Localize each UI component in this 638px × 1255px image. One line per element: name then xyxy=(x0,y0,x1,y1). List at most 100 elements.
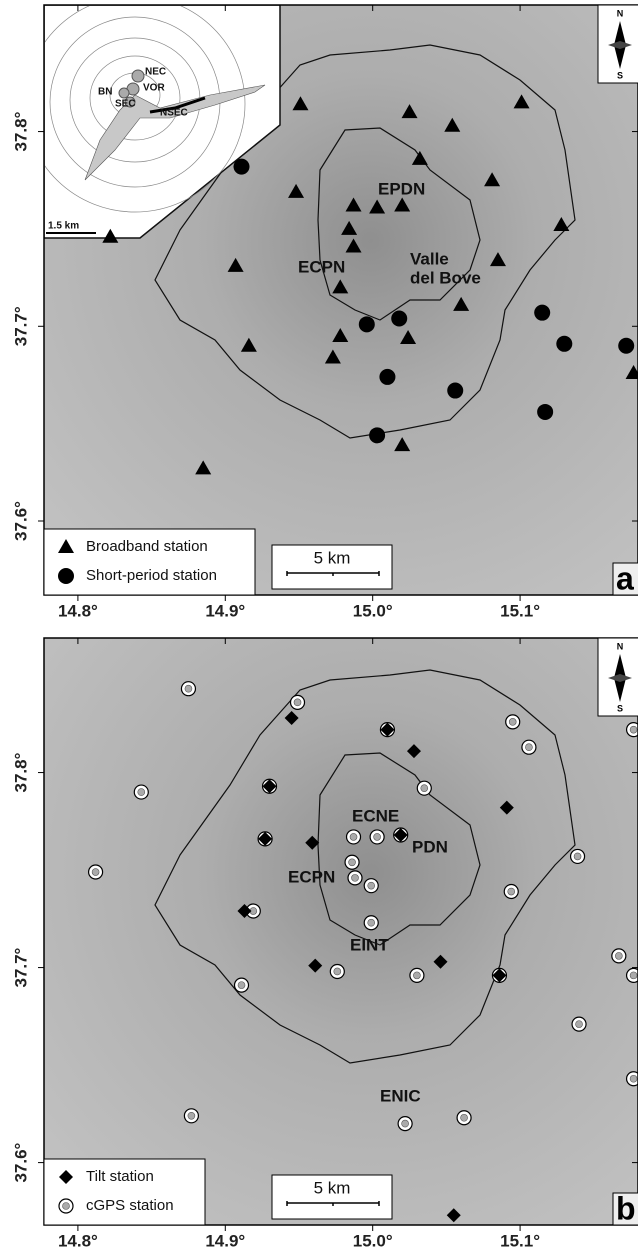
legend-label: cGPS station xyxy=(86,1197,174,1214)
relief xyxy=(44,638,638,1225)
inset-label: NEC xyxy=(145,67,166,78)
station-triangle xyxy=(102,228,119,243)
y-tick-label: 37.8° xyxy=(11,111,30,151)
place-label: ECPN xyxy=(298,257,345,276)
place-label: ECNE xyxy=(352,806,399,825)
station-diamond xyxy=(380,722,395,737)
station-diamond xyxy=(446,1208,461,1223)
station-gps xyxy=(245,903,261,919)
triangle xyxy=(513,94,530,109)
park-boundary xyxy=(154,669,576,1064)
place-label: EPDN xyxy=(378,179,425,198)
triangle xyxy=(240,337,257,352)
panel-b-map xyxy=(44,638,638,1225)
y-tick-label: 37.7° xyxy=(11,947,30,987)
station-gps xyxy=(369,829,385,845)
core xyxy=(629,725,638,734)
station-triangle xyxy=(489,252,506,267)
dot xyxy=(379,368,396,385)
station-gps xyxy=(347,870,363,886)
station-diamond xyxy=(406,744,421,759)
legend-label: Short-period station xyxy=(86,567,217,584)
core xyxy=(137,788,146,796)
triangle xyxy=(369,199,386,214)
summit-boundary xyxy=(317,752,481,946)
core xyxy=(629,971,638,980)
station-gps xyxy=(397,1115,413,1132)
station-gps xyxy=(571,1016,587,1032)
station-diamond xyxy=(433,954,448,969)
station-gps xyxy=(625,722,638,738)
diamond xyxy=(284,710,299,725)
dot xyxy=(369,427,386,444)
diamond xyxy=(433,954,448,969)
scale-box xyxy=(271,544,393,590)
frame xyxy=(43,4,638,596)
station-triangle xyxy=(453,296,470,311)
station-diamond xyxy=(237,904,252,919)
station-circle xyxy=(618,337,635,354)
triangle xyxy=(484,172,501,187)
station-triangle xyxy=(324,349,341,364)
station-gps xyxy=(233,977,250,993)
legend-box xyxy=(43,528,256,596)
x-tick-label: 14.8° xyxy=(58,601,98,620)
core xyxy=(629,1074,638,1083)
core xyxy=(62,1202,70,1210)
dot xyxy=(447,382,464,399)
frame xyxy=(43,637,638,1226)
station-gps xyxy=(289,694,306,710)
dot xyxy=(391,310,408,327)
core xyxy=(573,852,582,861)
panel: 14.8° 14.9° 15.0° 15.1° 37.6° 37.7° 37.8° Tilt … xyxy=(11,637,638,1250)
x-tick-label: 14.8° xyxy=(58,1231,98,1250)
x-tick-label: 15.0° xyxy=(353,601,393,620)
station-circle xyxy=(534,304,551,321)
triangle xyxy=(444,117,461,132)
core xyxy=(413,971,421,980)
diamond xyxy=(305,835,320,850)
triangle xyxy=(58,539,74,553)
station-gps xyxy=(329,963,345,980)
station-gps xyxy=(521,739,537,755)
diamond xyxy=(258,831,273,846)
core xyxy=(575,1020,583,1028)
triangle xyxy=(345,238,362,253)
core xyxy=(187,1111,196,1120)
station-circle xyxy=(556,335,573,352)
station-triangle xyxy=(369,199,386,214)
station-triangle xyxy=(58,539,74,553)
legend-box xyxy=(43,1158,206,1226)
compass-arrow xyxy=(608,674,632,682)
station-triangle xyxy=(345,197,362,212)
station-diamond xyxy=(492,968,507,983)
inset-label: BN xyxy=(98,87,112,98)
triangle xyxy=(292,96,309,111)
diamond xyxy=(446,1208,461,1223)
diamond xyxy=(393,827,408,842)
scale-bar xyxy=(286,571,380,576)
place-label: ENIC xyxy=(380,1086,421,1105)
station-gps xyxy=(363,878,379,894)
station-gps xyxy=(87,864,104,880)
station-gps xyxy=(183,1108,199,1124)
triangle xyxy=(411,150,428,165)
station-triangle xyxy=(227,257,244,272)
station-circle xyxy=(379,368,396,385)
station-triangle xyxy=(484,172,501,187)
place-label: EINT xyxy=(350,935,389,954)
dot xyxy=(233,158,250,175)
core xyxy=(351,874,359,882)
x-tick-label: 15.0° xyxy=(353,1231,393,1250)
scale-label: 5 km xyxy=(314,548,351,567)
triangle xyxy=(394,197,411,212)
triangle xyxy=(288,183,305,198)
diamond xyxy=(492,968,507,983)
core xyxy=(373,833,381,841)
station-triangle xyxy=(394,437,411,452)
core xyxy=(333,967,342,976)
park-boundary xyxy=(154,44,576,439)
compass-s: S xyxy=(617,70,623,80)
station-triangle xyxy=(401,104,418,119)
